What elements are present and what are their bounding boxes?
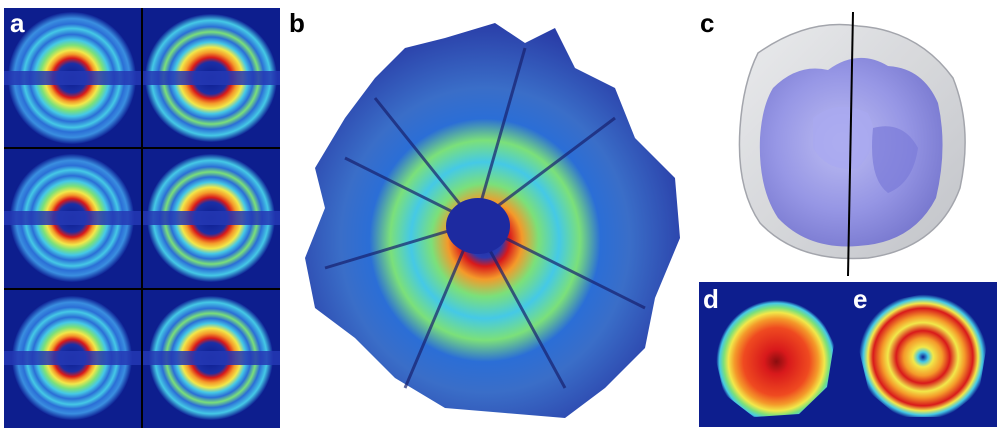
cut-axis [847,11,854,277]
diffraction-grid [4,8,280,428]
panel-e: e [849,282,997,427]
panel-c: c [698,8,998,278]
merged-3d-intensity [305,23,680,418]
panel-a: a [4,8,280,428]
slice-density [849,282,997,427]
pattern-r3c1 [4,290,141,428]
panel-label-a: a [10,8,25,38]
pattern-r1c2 [143,8,280,147]
central-hole [446,198,510,254]
density-isosurface [738,11,966,277]
panel-label-c: c [700,8,715,38]
pattern-r2c1 [4,149,141,288]
projection-density [699,282,849,427]
pattern-r1c1 [4,8,141,147]
panel-d: d [699,282,849,427]
panel-label-b: b [289,8,305,38]
panel-label-e: e [853,284,868,314]
panel-b: b [285,8,685,428]
pattern-r3c2 [143,290,280,428]
density-blob-d [714,294,834,417]
panel-label-d: d [703,284,719,314]
density-blob-e [859,292,987,417]
pattern-r2c2 [143,149,280,288]
core-fold-1 [813,106,874,169]
core-fold-2 [872,126,918,193]
